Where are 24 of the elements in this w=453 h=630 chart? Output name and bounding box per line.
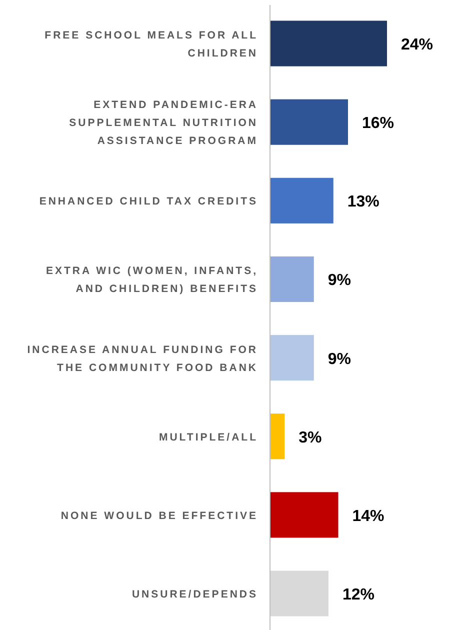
bar [270,414,285,460]
data-label: 3% [298,429,322,446]
y-tick-label: INCREASE ANNUAL FUNDING FOR THE COMMUNITY FOOD BANK [27,344,258,374]
data-label: 9% [328,350,351,368]
bar [270,99,348,145]
bar [270,20,387,66]
bar [270,256,314,302]
data-label: 14% [352,508,384,525]
y-tick-label: FREE SCHOOL MEALS FOR ALL CHILDREN [44,30,258,60]
y-tick-label: MULTIPLE/ALL [158,431,258,444]
y-tick-label: EXTEND PANDEMIC-ERA SUPPLEMENTAL NUTRITION ASSISTANCE PROGRAM [69,99,258,148]
y-tick-label: EXTRA WIC (WOMEN, INFANTS, AND CHILDREN) BENEFITS [46,265,258,296]
data-label: 24% [401,36,434,54]
bar [270,570,328,616]
y-tick-label: ENHANCED CHILD TAX CREDITS [39,196,258,208]
data-label: 16% [362,115,394,132]
bar [270,178,334,224]
data-label: 13% [347,194,380,211]
bar [270,335,314,381]
bar [270,492,338,538]
y-tick-label: UNSURE/DEPENDS [132,588,258,600]
data-label: 12% [342,586,375,604]
data-label: 9% [328,272,351,290]
y-tick-label: NONE WOULD BE EFFECTIVE [60,510,258,522]
